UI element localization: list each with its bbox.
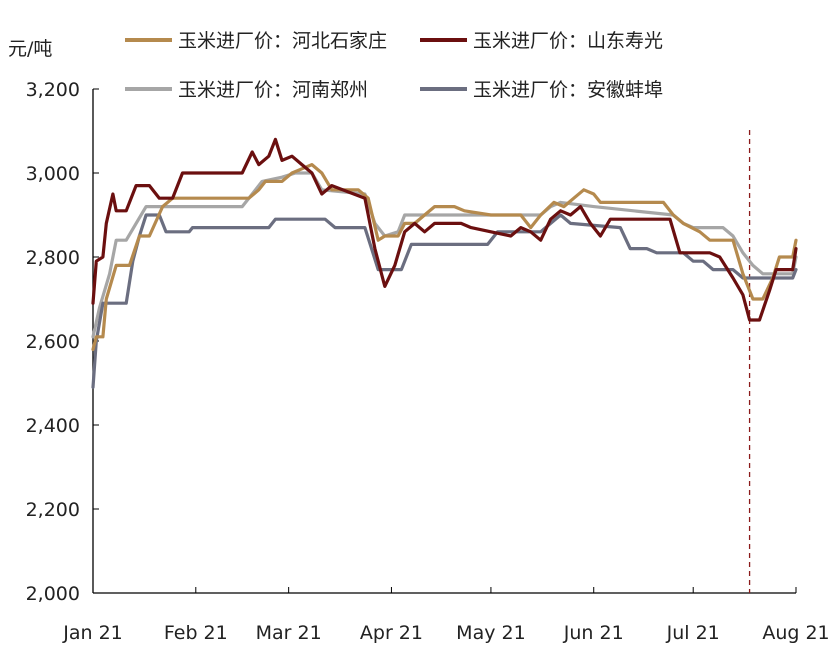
y-tick-label: 2,000 bbox=[26, 583, 80, 605]
x-tick-label: Apr 21 bbox=[360, 622, 423, 644]
y-axis-unit-label: 元/吨 bbox=[8, 38, 52, 60]
legend-label-shijiazhuang: 玉米进厂价：河北石家庄 bbox=[178, 30, 387, 52]
series-layer bbox=[91, 137, 798, 389]
y-tick-label: 2,200 bbox=[26, 499, 80, 521]
series-line-shijiazhuang bbox=[91, 163, 798, 351]
x-tick-label: Mar 21 bbox=[256, 622, 322, 644]
legend-item-bengbu: 玉米进厂价：安徽蚌埠 bbox=[420, 79, 663, 101]
y-tick-label: 3,200 bbox=[26, 79, 80, 101]
axes: 2,000 2,200 2,400 2,600 2,800 3,000 3,200 Jan 2… bbox=[26, 79, 830, 644]
x-tick-label: Aug 21 bbox=[762, 622, 829, 644]
series-line-shouguang bbox=[91, 137, 798, 322]
y-tick-label: 2,800 bbox=[26, 247, 80, 269]
legend-label-bengbu: 玉米进厂价：安徽蚌埠 bbox=[473, 79, 663, 101]
y-tick-label: 2,400 bbox=[26, 415, 80, 437]
legend: 玉米进厂价：河北石家庄 玉米进厂价：山东寿光 玉米进厂价：河南郑州 玉米进厂价：… bbox=[125, 30, 663, 101]
x-tick-label: Jun 21 bbox=[563, 622, 624, 644]
legend-item-zhengzhou: 玉米进厂价：河南郑州 bbox=[125, 79, 368, 101]
x-tick-label: Jan 21 bbox=[62, 622, 123, 644]
x-tick-label: Feb 21 bbox=[164, 622, 228, 644]
y-tick-label: 2,600 bbox=[26, 331, 80, 353]
legend-item-shouguang: 玉米进厂价：山东寿光 bbox=[420, 30, 663, 52]
x-tick-label: May 21 bbox=[456, 622, 526, 644]
x-tick-label: Jul 21 bbox=[666, 622, 720, 644]
series-line-bengbu bbox=[91, 213, 798, 389]
y-tick-label: 3,000 bbox=[26, 163, 80, 185]
legend-label-zhengzhou: 玉米进厂价：河南郑州 bbox=[178, 79, 368, 101]
legend-label-shouguang: 玉米进厂价：山东寿光 bbox=[473, 30, 663, 52]
legend-item-shijiazhuang: 玉米进厂价：河北石家庄 bbox=[125, 30, 387, 52]
